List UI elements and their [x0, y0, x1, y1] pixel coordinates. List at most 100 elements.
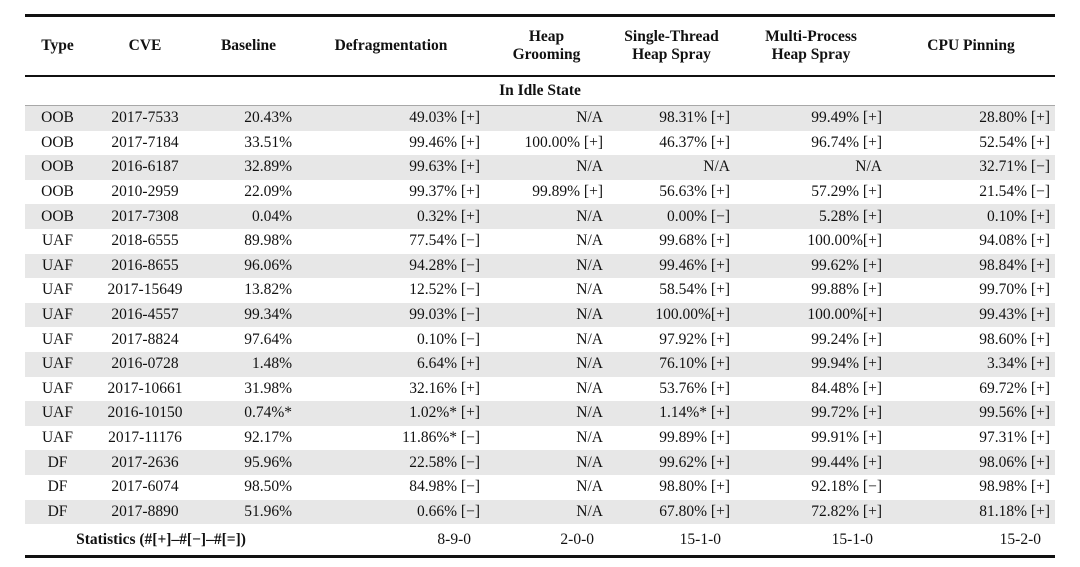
table-row: OOB 2010-2959 22.09% 99.37% [+] 99.89% [+] 56… [25, 180, 1055, 205]
section-header-row: In Idle State [25, 76, 1055, 106]
table-cell: 99.70% [+] [979, 281, 1050, 299]
table-cell: UAF [41, 232, 73, 250]
table-body: OOB 2017-7533 20.43% 49.03% [+] N/A 98.31% [+… [25, 105, 1055, 525]
table-cell: 99.62% [+] [811, 256, 882, 274]
table-cell: 99.89% [+] [532, 183, 603, 201]
table-cell: 99.63% [+] [409, 158, 480, 176]
column-header-baseline: Baseline [200, 15, 297, 77]
table-cell: N/A [576, 404, 603, 422]
table-cell: N/A [576, 355, 603, 373]
table-cell: 98.60% [+] [979, 330, 1050, 348]
table-cell: 2016-0728 [111, 355, 179, 373]
table-cell: 92.17% [244, 429, 292, 447]
table-cell: 72.82% [+] [811, 502, 882, 520]
statistics-heap-grooming: 2-0-0 [485, 524, 608, 557]
table-cell: OOB [41, 183, 74, 201]
statistics-row: Statistics (#[+]–#[−]–#[=]) 8-9-0 2-0-0 … [25, 524, 1055, 557]
table-cell: 0.00% [−] [667, 207, 730, 225]
table-cell: OOB [41, 133, 74, 151]
table-cell: 57.29% [+] [811, 183, 882, 201]
table-cell: 28.80% [+] [979, 109, 1050, 127]
table-cell: 98.98% [+] [979, 478, 1050, 496]
table-header: Type CVE Baseline Defragmentation Heap G… [25, 15, 1055, 77]
table-cell: N/A [576, 158, 603, 176]
table-cell: N/A [576, 478, 603, 496]
table-cell: 2016-4557 [111, 306, 179, 324]
table-row: UAF 2017-8824 97.64% 0.10% [−] N/A 97.92% [+]… [25, 327, 1055, 352]
table-row: OOB 2017-7184 33.51% 99.46% [+] 100.00% [+] 4… [25, 131, 1055, 156]
table-cell: 77.54% [−] [409, 232, 480, 250]
column-header-single-thread-heap-spray: Single-Thread Heap Spray [608, 15, 735, 77]
table-cell: 56.63% [+] [659, 183, 730, 201]
table-cell: 69.72% [+] [979, 379, 1050, 397]
table-cell: 99.03% [−] [409, 306, 480, 324]
table-cell: 53.76% [+] [659, 379, 730, 397]
table-cell: 99.44% [+] [811, 453, 882, 471]
table-cell: 95.96% [244, 453, 292, 471]
table-cell: 97.64% [244, 330, 292, 348]
table-cell: 94.28% [−] [409, 256, 480, 274]
table-cell: 46.37% [+] [659, 133, 730, 151]
table-cell: N/A [576, 502, 603, 520]
table-row: OOB 2017-7308 0.04% 0.32% [+] N/A 0.00% [−] 5.… [25, 204, 1055, 229]
table-cell: 99.56% [+] [979, 404, 1050, 422]
table-cell: N/A [576, 281, 603, 299]
table-cell: UAF [41, 256, 73, 274]
table-cell: 49.03% [+] [409, 109, 480, 127]
table-cell: 20.43% [244, 109, 292, 127]
table-cell: 1.14%* [+] [659, 404, 730, 422]
table-cell: UAF [41, 379, 73, 397]
section-header-label: In Idle State [25, 76, 1055, 106]
table-cell: 100.00% [+] [524, 133, 603, 151]
table-cell: N/A [576, 232, 603, 250]
column-header-cve: CVE [90, 15, 200, 77]
column-header-heap-grooming: Heap Grooming [485, 15, 608, 77]
table-cell: 22.58% [−] [409, 453, 480, 471]
table-cell: UAF [41, 281, 73, 299]
column-header-type: Type [25, 15, 90, 77]
table-cell: 99.24% [+] [811, 330, 882, 348]
table-cell: 97.92% [+] [659, 330, 730, 348]
table-cell: 99.91% [+] [811, 429, 882, 447]
table-cell: N/A [576, 330, 603, 348]
statistics-defragmentation: 8-9-0 [297, 524, 485, 557]
header-row: Type CVE Baseline Defragmentation Heap G… [25, 15, 1055, 77]
table-row: UAF 2016-8655 96.06% 94.28% [−] N/A 99.46% [+… [25, 253, 1055, 279]
table-cell: 98.31% [+] [659, 109, 730, 127]
table-cell: 58.54% [+] [659, 281, 730, 299]
table-cell: 0.10% [−] [417, 330, 480, 348]
table-cell: 32.16% [+] [409, 379, 480, 397]
table-cell: 2017-2636 [111, 453, 179, 471]
table-cell: 98.84% [+] [979, 256, 1050, 274]
table-row: OOB 2016-6187 32.89% 99.63% [+] N/A N/A N/A 32.… [25, 155, 1055, 180]
table-cell: 0.10% [+] [987, 207, 1050, 225]
table-cell: N/A [576, 256, 603, 274]
table-cell: N/A [576, 306, 603, 324]
statistics-cpu-pinning: 15-2-0 [887, 524, 1055, 557]
table-cell: 31.98% [244, 379, 292, 397]
table-cell: 1.48% [251, 355, 292, 373]
table-cell: 32.89% [244, 158, 292, 176]
exploit-reliability-table: Type CVE Baseline Defragmentation Heap G… [25, 14, 1055, 559]
table-cell: 99.88% [+] [811, 281, 882, 299]
table-cell: 99.46% [+] [409, 133, 480, 151]
table-cell: 5.28% [+] [819, 207, 882, 225]
table-cell: 76.10% [+] [659, 355, 730, 373]
table-cell: 81.18% [+] [979, 502, 1050, 520]
table-cell: 99.72% [+] [811, 404, 882, 422]
table-row: OOB 2017-7533 20.43% 49.03% [+] N/A 98.31% [+… [25, 105, 1055, 131]
table-row: DF 2017-8890 51.96% 0.66% [−] N/A 67.80% [+] 7… [25, 499, 1055, 525]
table-cell: 2016-6187 [111, 158, 179, 176]
table-cell: N/A [576, 453, 603, 471]
table-cell: 2017-6074 [111, 478, 179, 496]
table-cell: UAF [41, 429, 73, 447]
table-cell: N/A [576, 429, 603, 447]
table-cell: 2017-10661 [107, 379, 183, 397]
table-cell: 2017-7184 [111, 133, 179, 151]
table-cell: 99.89% [+] [659, 429, 730, 447]
table-cell: 99.68% [+] [659, 232, 730, 250]
table-cell: 99.49% [+] [811, 109, 882, 127]
table-cell: 99.94% [+] [811, 355, 882, 373]
table-cell: UAF [41, 306, 73, 324]
